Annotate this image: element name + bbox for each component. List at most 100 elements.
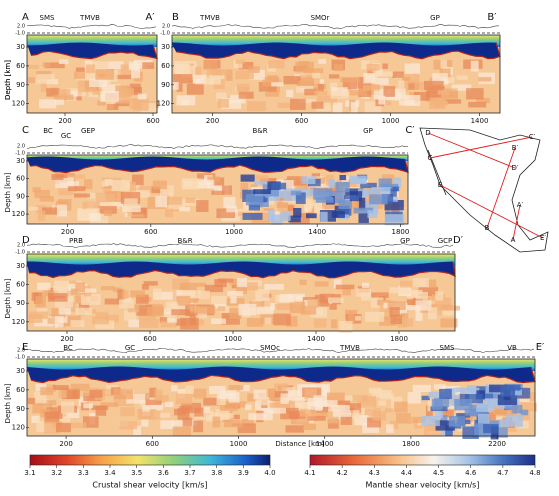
fast-anomaly [358, 197, 366, 210]
velocity-patch [204, 78, 221, 85]
region-label: GP [430, 14, 440, 22]
velocity-patch [39, 99, 57, 109]
velocity-patch [194, 388, 204, 400]
velocity-patch [212, 69, 230, 76]
velocity-patch [216, 92, 227, 102]
velocity-patch [520, 402, 537, 412]
velocity-patch [440, 59, 448, 69]
fast-anomaly [478, 413, 490, 427]
velocity-patch [181, 178, 199, 190]
velocity-patch [313, 318, 327, 328]
velocity-patch [317, 300, 330, 307]
velocity-patch [295, 402, 311, 414]
panel-end-label: A′ [145, 12, 155, 23]
fast-anomaly [440, 415, 448, 426]
velocity-patch [117, 289, 125, 301]
velocity-patch [295, 61, 314, 73]
velocity-patch [279, 293, 294, 303]
velocity-patch [490, 414, 508, 425]
fast-anomaly [483, 423, 499, 434]
velocity-patch [340, 76, 360, 83]
velocity-patch [314, 206, 323, 214]
velocity-patch [435, 297, 452, 310]
region-label: SMOc [260, 344, 280, 352]
velocity-patch [389, 287, 409, 294]
colorbar-tick-label: 3.3 [78, 469, 89, 477]
map-label: B [485, 224, 490, 232]
velocity-patch [106, 97, 114, 105]
fast-anomaly [421, 395, 430, 401]
velocity-patch [265, 92, 279, 97]
velocity-patch [58, 387, 73, 398]
velocity-patch [196, 305, 216, 314]
velocity-patch [368, 387, 382, 394]
velocity-patch [75, 282, 86, 293]
velocity-patch [173, 408, 186, 416]
velocity-patch [141, 102, 157, 114]
velocity-patch [327, 411, 339, 424]
velocity-patch [219, 400, 238, 411]
fast-anomaly [384, 214, 405, 226]
fast-anomaly [248, 204, 261, 211]
fast-anomaly [428, 391, 445, 399]
y-tick-label: 60 [16, 386, 25, 394]
colorbar-tick-label: 4.3 [369, 469, 380, 477]
velocity-patch [387, 301, 406, 310]
velocity-patch [482, 412, 496, 421]
fast-anomaly [489, 420, 501, 428]
velocity-patch [352, 410, 360, 419]
velocity-patch [307, 206, 315, 218]
velocity-patch [332, 410, 352, 417]
velocity-patch [295, 295, 303, 301]
velocity-patch [438, 310, 455, 316]
x-tick-label: 600 [146, 440, 159, 448]
velocity-patch [282, 211, 299, 220]
velocity-patch [401, 76, 411, 81]
velocity-patch [415, 291, 429, 301]
velocity-patch [52, 385, 69, 391]
velocity-patch [130, 290, 145, 298]
velocity-patch [141, 414, 149, 427]
velocity-patch [307, 298, 319, 308]
velocity-patch [268, 60, 285, 69]
velocity-patch [328, 297, 344, 303]
velocity-patch [176, 95, 196, 106]
region-label: BC [63, 344, 73, 352]
colorbar-label: Mantle shear velocity [km/s] [366, 481, 480, 490]
y-tick-label: -1.0 [15, 151, 25, 157]
velocity-patch [290, 413, 310, 425]
fast-anomaly [520, 409, 529, 416]
y-tick-label: 120 [12, 424, 25, 432]
velocity-patch [329, 82, 338, 92]
velocity-patch [120, 64, 134, 76]
velocity-patch [340, 414, 352, 425]
velocity-patch [274, 303, 293, 310]
region-label: TMVB [79, 14, 100, 22]
colorbar-tick-label: 3.7 [184, 469, 195, 477]
velocity-patch [255, 175, 269, 181]
fast-anomaly [500, 385, 515, 397]
velocity-patch [58, 307, 71, 315]
velocity-patch [297, 80, 315, 86]
velocity-patch [432, 73, 448, 85]
velocity-patch [185, 385, 194, 394]
velocity-patch [207, 176, 221, 182]
y-tick-label: 2.0 [17, 24, 25, 30]
fast-anomaly [369, 194, 388, 205]
fast-anomaly [464, 394, 483, 404]
velocity-patch [309, 307, 328, 318]
colorbar [29, 454, 271, 466]
velocity-patch [310, 412, 328, 417]
velocity-patch [318, 59, 326, 64]
panel-end-label: D′ [453, 235, 464, 246]
velocity-patch [181, 402, 202, 414]
velocity-patch [304, 388, 318, 400]
fast-anomaly [306, 213, 317, 219]
velocity-patch [52, 285, 68, 297]
velocity-patch [56, 422, 71, 433]
velocity-patch [114, 74, 132, 80]
velocity-patch [70, 422, 87, 429]
velocity-patch [378, 400, 386, 406]
velocity-patch [36, 74, 55, 84]
